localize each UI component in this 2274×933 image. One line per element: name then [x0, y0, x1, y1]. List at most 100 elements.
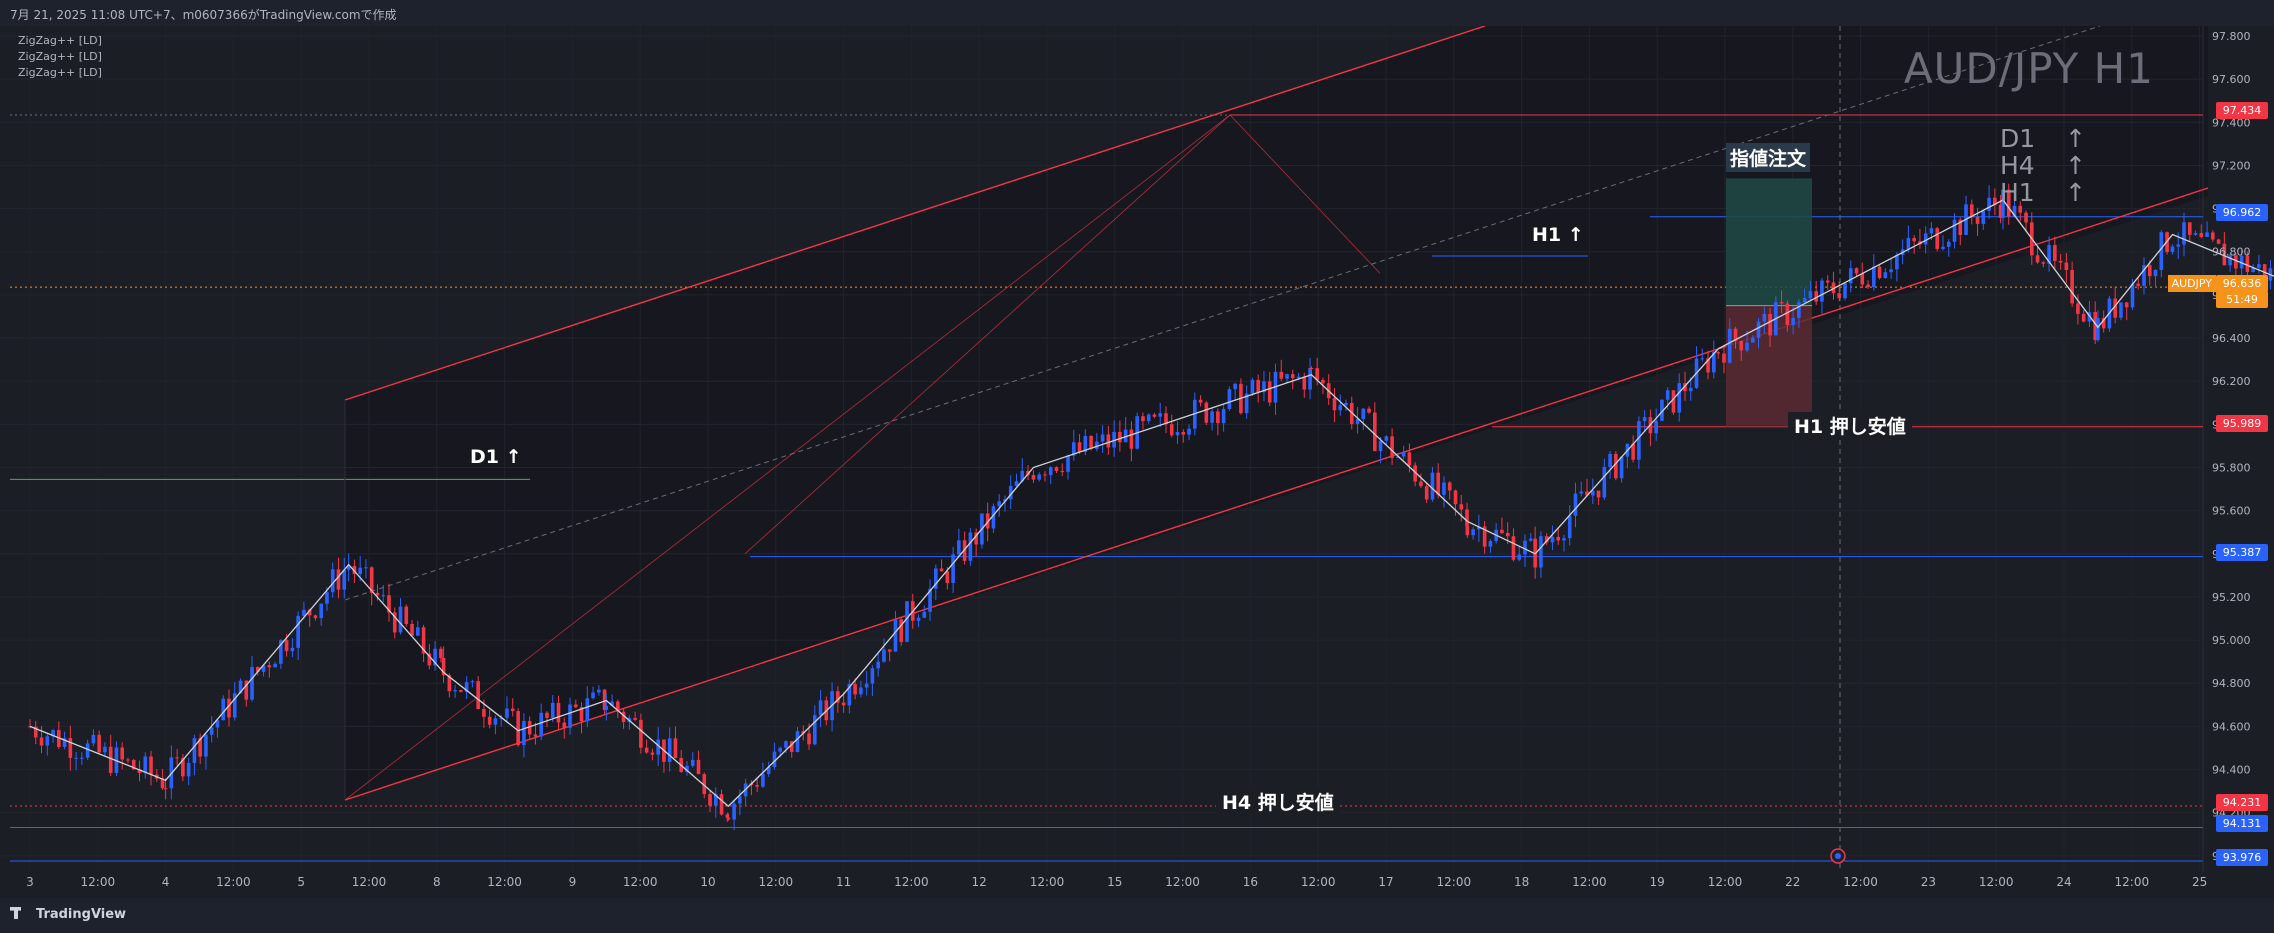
x-tick-label: 12:00 [216, 875, 251, 889]
candle-bear [2041, 262, 2046, 264]
x-tick-label: 12:00 [352, 875, 387, 889]
candle-bull [1378, 440, 1383, 452]
candle-bear [556, 702, 561, 723]
x-tick-label: 9 [569, 875, 577, 889]
candle-bear [2053, 245, 2057, 261]
candle-bull [2205, 232, 2209, 238]
x-tick-label: 12:00 [2115, 875, 2150, 889]
up-arrow-icon: ↑ [2065, 124, 2086, 153]
candle-bear [719, 794, 724, 815]
channel-lower-line [344, 187, 2209, 801]
candle-bull [1573, 493, 1578, 516]
candle-bear [755, 784, 759, 787]
candle-bull [1848, 268, 1853, 284]
trend-tf: D1 [2000, 124, 2036, 153]
indicator-label[interactable]: ZigZag++ [LD] [18, 34, 102, 47]
candle-bear [1631, 443, 1635, 460]
candle-bull [957, 540, 961, 555]
price-chart[interactable]: 97.80097.60097.40097.20097.00096.80096.6… [0, 26, 2274, 898]
candle-bear [2199, 233, 2204, 238]
candle-bull [2257, 264, 2261, 269]
candle-bear [1390, 436, 1394, 458]
x-tick-label: 12:00 [623, 875, 658, 889]
candle-bull [232, 693, 237, 718]
candle-bear [1419, 481, 1423, 487]
candle-bull [1285, 374, 1289, 379]
candle-bull [818, 700, 823, 716]
candle-bear [533, 734, 538, 737]
candle-bear [1302, 376, 1307, 390]
candle-bear [1511, 536, 1516, 560]
indicator-label[interactable]: ZigZag++ [LD] [18, 66, 102, 79]
candle-bear [1031, 475, 1036, 480]
candle-bull [1619, 456, 1624, 479]
candle-bear [410, 623, 414, 636]
candle-bull [968, 532, 973, 561]
candle-bull [1083, 436, 1088, 453]
candle-bear [974, 532, 978, 545]
candle-bull [656, 739, 660, 755]
candle-bear [2222, 243, 2227, 266]
candle-bull [74, 757, 78, 759]
candle-bear [2076, 303, 2080, 314]
candle-bear [1279, 371, 1284, 379]
candle-bear [1716, 352, 1721, 354]
candle-bear [2187, 222, 2192, 235]
x-tick-label: 24 [2056, 875, 2071, 889]
candle-bull [1637, 421, 1641, 460]
price-label-swing-low: 95.387 [2216, 544, 2268, 561]
indicator-label[interactable]: ZigZag++ [LD] [18, 50, 102, 63]
up-arrow-icon: ↑ [2065, 151, 2086, 180]
x-tick-label: 12 [972, 875, 987, 889]
tradingview-logo[interactable]: TradingView [10, 907, 126, 922]
x-tick-label: 12:00 [1708, 875, 1743, 889]
candle-bear [1447, 482, 1452, 491]
candle-bear [459, 690, 463, 692]
candle-bear [120, 747, 125, 760]
candle-bear [126, 759, 130, 761]
candle-bear [1060, 470, 1065, 472]
candle-bull [1384, 436, 1389, 441]
candle-bear [375, 592, 380, 596]
candle-bear [621, 711, 626, 723]
candle-bull [2193, 233, 2198, 235]
candle-bull [778, 747, 783, 752]
zigzag-line [29, 199, 2274, 808]
x-tick-label: 15 [1107, 875, 1122, 889]
candle-bull [1095, 441, 1099, 449]
candle-bear [1837, 293, 1842, 299]
candle-bull [2096, 318, 2100, 341]
countdown-label: 51:49 [2216, 291, 2268, 308]
candle-bull [1745, 342, 1749, 351]
candle-bull [1797, 302, 1801, 318]
candle-bull [997, 501, 1002, 507]
candle-bull [870, 668, 875, 684]
candle-bear [131, 760, 136, 770]
candle-bull [319, 603, 324, 619]
candle-bear [97, 734, 101, 753]
take-profit-zone [1726, 178, 1812, 306]
candle-bull [1227, 389, 1232, 409]
y-tick-label: 97.600 [2212, 73, 2251, 86]
candle-bear [1739, 340, 1744, 351]
candle-bear [1614, 453, 1618, 479]
candle-bull [346, 566, 351, 570]
candle-bull [1756, 321, 1761, 338]
candle-bear [149, 756, 153, 775]
candle-bull [812, 715, 817, 745]
trend-row-h4: H4 ↑ [2000, 151, 2086, 180]
candle-bear [33, 726, 38, 738]
candle-bear [789, 741, 794, 752]
candle-bear [801, 731, 806, 734]
y-tick-label: 97.200 [2212, 159, 2251, 172]
candle-bull [381, 595, 386, 597]
candle-bear [836, 691, 840, 703]
candle-bear [1436, 472, 1441, 495]
trend-row-d1: D1 ↑ [2000, 124, 2086, 153]
candle-bull [795, 731, 800, 752]
candle-bear [616, 701, 620, 712]
x-tick-label: 8 [433, 875, 441, 889]
candle-bear [1779, 302, 1784, 304]
x-tick-label: 12:00 [487, 875, 522, 889]
candle-bull [192, 738, 197, 763]
